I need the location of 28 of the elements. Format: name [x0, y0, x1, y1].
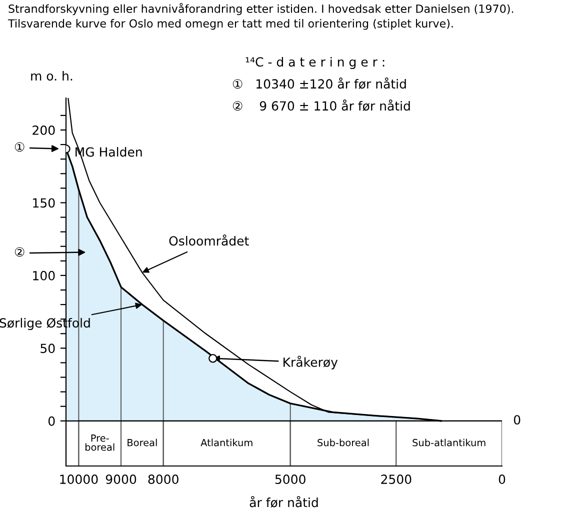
y-tick-label: 150: [33, 198, 55, 208]
band-label: Sub-boreal: [318, 438, 369, 446]
y-tick-label: 50: [40, 344, 55, 354]
annotation: Kråkerøy: [284, 356, 338, 370]
x-tick-label: 8000: [148, 474, 178, 484]
text: ①: [14, 142, 24, 152]
x-tick-label: 5000: [275, 474, 306, 484]
annotation: ② 9 670 ± 110 år før nåtid: [232, 99, 410, 112]
x-tick-label: 2500: [381, 474, 412, 484]
y-axis-title: m o. h.: [31, 70, 72, 81]
band-label: Pre- boreal: [85, 434, 114, 451]
text: ¹⁴C - d a t e r i n g e r :: [246, 56, 384, 70]
y-tick-label: 100: [33, 270, 55, 280]
band-label: Atlantikum: [200, 438, 252, 446]
text: Osloområdet: [169, 234, 249, 246]
x-axis-title: år før nåtid: [250, 496, 318, 508]
text: ②: [14, 247, 24, 257]
x-tick-label: 10000: [60, 474, 98, 484]
ref-line-label: 0: [514, 415, 520, 425]
text: ① 10340 ±120 år før nåtid: [232, 77, 406, 90]
x-tick-label: 0: [498, 474, 506, 484]
band-label: Boreal: [128, 438, 157, 446]
chart-title: Strandforskyvning eller havnivåforandring etter istiden. I hovedsak etter Danielsen (1970).: [8, 3, 514, 16]
chart-subtitle: Tilsvarende kurve for Oslo med omegn er tatt med til orientering (stiplet kurve).: [8, 19, 453, 30]
y-tick-label: 200: [32, 125, 55, 135]
x-tick-label: 9000: [106, 474, 136, 484]
y-tick-label: 0: [48, 416, 55, 426]
band-label: Sub-atlantikum: [412, 438, 486, 446]
